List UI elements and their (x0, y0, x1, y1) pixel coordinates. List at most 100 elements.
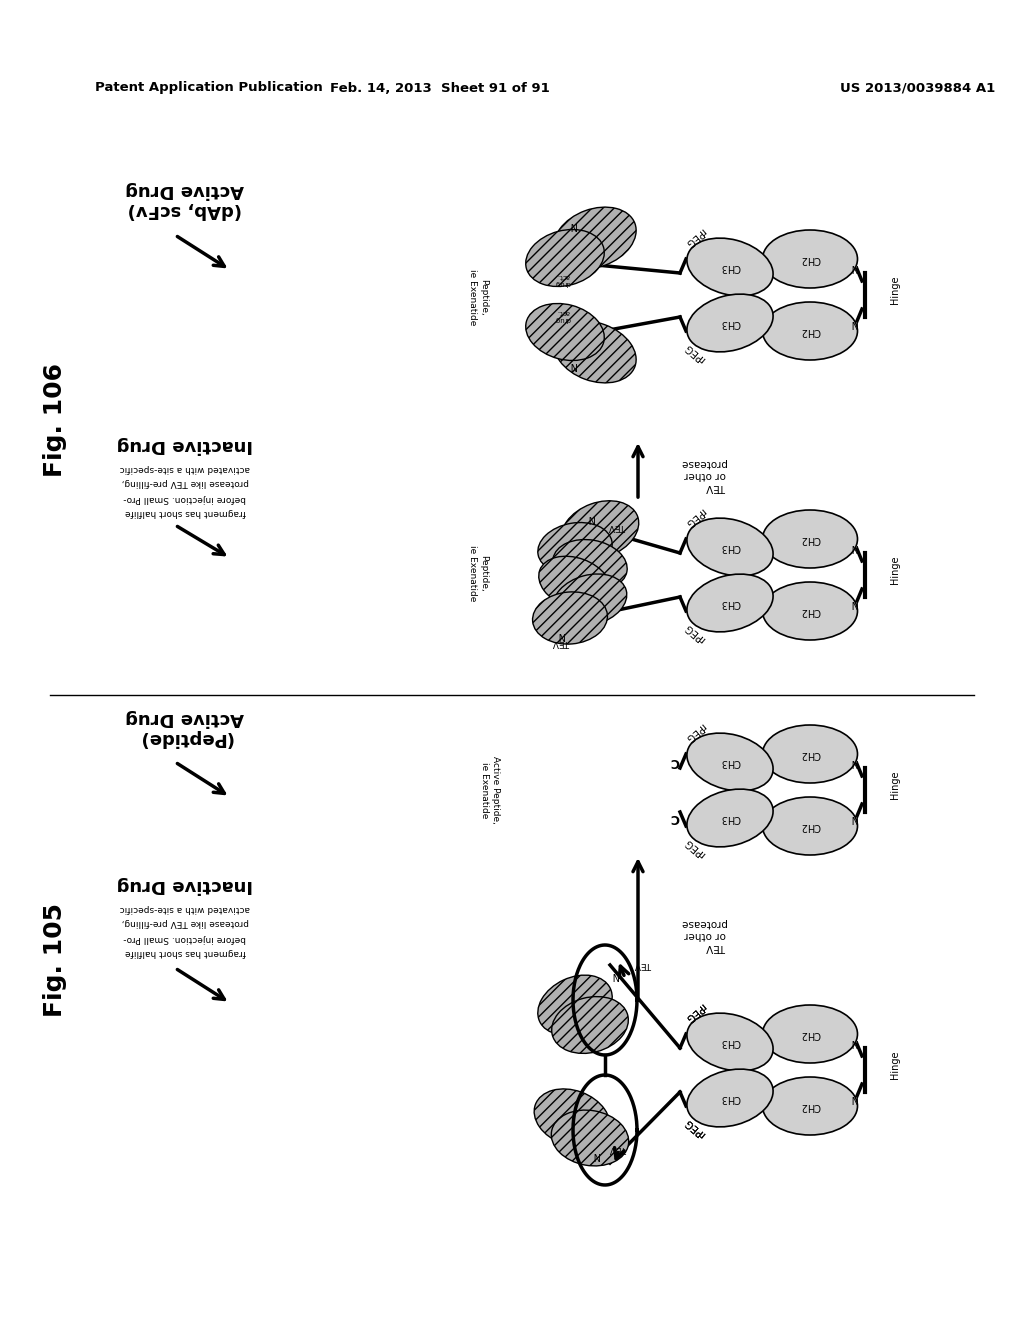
Text: N: N (849, 756, 857, 767)
Text: CH3: CH3 (720, 598, 740, 609)
Ellipse shape (687, 294, 773, 352)
Text: rPEG: rPEG (683, 622, 708, 644)
Ellipse shape (553, 574, 627, 626)
Ellipse shape (687, 517, 773, 576)
Ellipse shape (687, 1012, 773, 1071)
Text: N: N (849, 1093, 857, 1104)
Ellipse shape (687, 574, 773, 632)
Ellipse shape (525, 304, 604, 360)
Text: N: N (591, 1150, 599, 1160)
Text: Active Drug: Active Drug (126, 709, 245, 727)
Text: Fig. 106: Fig. 106 (43, 363, 67, 477)
Ellipse shape (538, 975, 612, 1035)
Text: CH2: CH2 (800, 1030, 820, 1039)
Ellipse shape (532, 591, 607, 644)
Text: TEV
or other
protease: TEV or other protease (680, 458, 726, 491)
Text: rPEG: rPEG (683, 1117, 708, 1139)
Text: rPEG: rPEG (683, 837, 708, 859)
Text: protease like TEV pre-filling,: protease like TEV pre-filling, (121, 479, 249, 487)
Text: rPEG: rPEG (683, 721, 708, 743)
Ellipse shape (535, 1089, 610, 1147)
Text: C: C (671, 755, 680, 768)
Text: US 2013/0039884 A1: US 2013/0039884 A1 (840, 82, 995, 95)
Text: Hinge: Hinge (890, 276, 900, 304)
Ellipse shape (561, 500, 639, 560)
Text: N: N (849, 1038, 857, 1047)
Text: rPEG: rPEG (683, 1117, 708, 1139)
Ellipse shape (687, 789, 773, 847)
Text: fragment has short halflife: fragment has short halflife (125, 508, 246, 517)
Text: CH3: CH3 (720, 756, 740, 767)
Ellipse shape (763, 797, 857, 855)
Text: activated with a site-specific: activated with a site-specific (120, 463, 250, 473)
Text: Feb. 14, 2013  Sheet 91 of 91: Feb. 14, 2013 Sheet 91 of 91 (330, 82, 550, 95)
Text: CH2: CH2 (800, 253, 820, 264)
Text: CH3: CH3 (720, 1038, 740, 1047)
Text: rPEG: rPEG (683, 226, 708, 248)
Ellipse shape (553, 540, 627, 590)
Text: CH3: CH3 (720, 543, 740, 552)
Text: Peptide,
ie Exenatide: Peptide, ie Exenatide (468, 545, 487, 601)
Text: CH2: CH2 (800, 748, 820, 759)
Text: rPEG: rPEG (683, 1001, 708, 1023)
Text: Active Peptide,
ie Exenatide: Active Peptide, ie Exenatide (480, 756, 500, 824)
Text: (dAb, scFv): (dAb, scFv) (128, 201, 243, 219)
Text: CH3: CH3 (720, 813, 740, 822)
Ellipse shape (763, 302, 857, 360)
Ellipse shape (687, 238, 773, 296)
Text: N: N (556, 630, 563, 640)
Ellipse shape (525, 230, 604, 286)
Text: CH2: CH2 (800, 535, 820, 544)
Text: CH3: CH3 (720, 1093, 740, 1104)
Ellipse shape (539, 556, 611, 610)
Text: N: N (849, 261, 857, 272)
Text: Hinge: Hinge (890, 1051, 900, 1080)
Text: Inactive Drug: Inactive Drug (117, 436, 253, 454)
Text: N: N (568, 220, 575, 230)
Text: CH2: CH2 (800, 821, 820, 832)
Text: rPEG: rPEG (683, 506, 708, 528)
Text: drug
act.: drug act. (555, 309, 571, 322)
Text: Hinge: Hinge (890, 556, 900, 585)
Text: rPEG: rPEG (683, 342, 708, 364)
Text: N: N (849, 598, 857, 609)
Text: before injection. Small Pro-: before injection. Small Pro- (124, 933, 247, 942)
Ellipse shape (763, 230, 857, 288)
Text: protease like TEV pre-filling,: protease like TEV pre-filling, (121, 919, 249, 928)
Text: activated with a site-specific: activated with a site-specific (120, 903, 250, 912)
Text: CH2: CH2 (800, 1101, 820, 1111)
Ellipse shape (763, 582, 857, 640)
Text: TEV: TEV (553, 638, 570, 647)
Text: N: N (587, 513, 594, 523)
Text: before injection. Small Pro-: before injection. Small Pro- (124, 494, 247, 503)
Ellipse shape (552, 997, 629, 1053)
Ellipse shape (763, 510, 857, 568)
Text: CH3: CH3 (720, 261, 740, 272)
Ellipse shape (763, 725, 857, 783)
Ellipse shape (554, 207, 636, 269)
Text: N: N (849, 543, 857, 552)
Ellipse shape (763, 1005, 857, 1063)
Text: CH3: CH3 (720, 318, 740, 327)
Text: N: N (610, 970, 617, 979)
Text: CH2: CH2 (800, 606, 820, 616)
Text: Active Drug: Active Drug (126, 181, 245, 199)
Text: drug
act.: drug act. (555, 273, 571, 286)
Ellipse shape (554, 321, 636, 383)
Text: N: N (568, 360, 575, 370)
Text: CH2: CH2 (800, 326, 820, 337)
Text: C: C (671, 812, 680, 825)
Text: Inactive Drug: Inactive Drug (117, 876, 253, 894)
Text: N: N (849, 813, 857, 822)
Text: rPEG: rPEG (683, 1001, 708, 1023)
Text: TEV: TEV (635, 961, 652, 969)
Ellipse shape (551, 1110, 629, 1166)
Ellipse shape (538, 523, 612, 573)
Ellipse shape (763, 1077, 857, 1135)
Text: Patent Application Publication: Patent Application Publication (95, 82, 323, 95)
Text: Hinge: Hinge (890, 771, 900, 799)
Text: TEV
or other
protease: TEV or other protease (680, 919, 726, 952)
Text: TEV: TEV (609, 523, 627, 532)
Text: N: N (849, 318, 857, 327)
Ellipse shape (687, 733, 773, 791)
